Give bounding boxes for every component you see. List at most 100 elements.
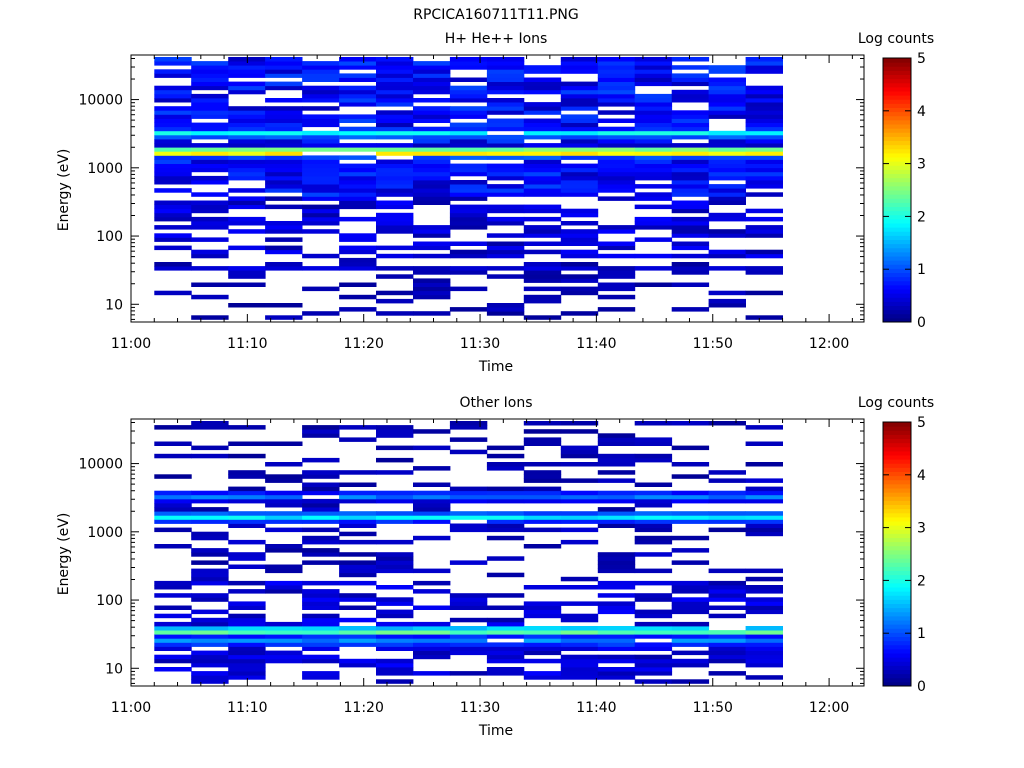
heatmap-cell (302, 106, 340, 111)
heatmap-cell (523, 130, 562, 136)
heatmap-cell (597, 229, 636, 234)
heatmap-cell (339, 114, 377, 119)
heatmap-cell (486, 89, 525, 95)
heatmap-cell (634, 667, 673, 672)
heatmap-cell (413, 98, 451, 103)
x-tick-label: 11:20 (344, 700, 384, 716)
heatmap-cell (413, 630, 451, 635)
colorbar-step (883, 132, 911, 137)
heatmap-cell (228, 61, 266, 66)
heatmap-cell (523, 462, 562, 467)
heatmap-cell (634, 494, 673, 500)
heatmap-cell (339, 118, 377, 123)
heatmap-cell (339, 188, 377, 193)
heatmap-cell (597, 630, 636, 635)
colorbar-step (883, 595, 911, 600)
heatmap-cell (560, 229, 599, 234)
colorbar-step (883, 206, 911, 212)
heatmap-cell (523, 155, 562, 160)
heatmap-cell (671, 65, 710, 70)
heatmap-cell (745, 184, 783, 189)
heatmap-cell (154, 85, 192, 91)
heatmap-cell (449, 65, 488, 70)
heatmap-cell (708, 630, 746, 635)
heatmap-cell (302, 433, 340, 438)
colorbar-frame (882, 57, 912, 323)
heatmap-cell (597, 478, 636, 483)
heatmap-cell (634, 192, 673, 197)
heatmap-cell (449, 638, 488, 643)
heatmap-cell (413, 278, 451, 283)
heatmap-cell (671, 494, 710, 500)
heatmap-cell (745, 515, 783, 520)
heatmap-cell (265, 204, 303, 210)
colorbar-step (883, 58, 911, 63)
colorbar-step (883, 260, 911, 265)
heatmap-cell (265, 564, 303, 569)
heatmap-cell (634, 139, 673, 144)
heatmap-cell (154, 106, 192, 111)
colorbar-step (883, 272, 911, 278)
heatmap-cell (486, 184, 525, 189)
heatmap-cell (339, 605, 377, 610)
heatmap-cell (265, 196, 303, 201)
heatmap-cell (265, 225, 303, 230)
heatmap-cell (597, 69, 636, 74)
heatmap-cell (191, 208, 229, 214)
heatmap-cell (523, 286, 562, 292)
colorbar-step (883, 644, 911, 650)
heatmap-cell (413, 134, 451, 140)
heatmap-cell (745, 462, 783, 467)
panel-other-ions: Other Ions Log counts Time Energy (eV) 1… (56, 395, 934, 739)
heatmap-cell (449, 617, 488, 623)
heatmap-cell (708, 490, 746, 496)
heatmap-cell (523, 511, 562, 516)
heatmap-cell (671, 126, 710, 132)
heatmap-cell (191, 494, 229, 500)
heatmap-cell (708, 654, 746, 660)
heatmap-cell (708, 634, 746, 639)
heatmap-cell (597, 188, 636, 193)
heatmap-cell (671, 98, 710, 103)
heatmap-cell (708, 638, 746, 643)
heatmap-cell (413, 503, 451, 508)
heatmap-cell (413, 634, 451, 639)
heatmap-cell (265, 237, 303, 242)
heatmap-cell (376, 118, 414, 123)
heatmap-cell (523, 159, 562, 164)
heatmap-cell (634, 143, 673, 148)
heatmap-cell (560, 613, 599, 619)
heatmap-cell (191, 221, 229, 226)
heatmap-cell (265, 65, 303, 70)
heatmap-cell (339, 171, 377, 177)
heatmap-cell (191, 568, 229, 574)
heatmap-cell (560, 188, 599, 193)
heatmap-cell (413, 159, 451, 164)
heatmap-cell (302, 511, 340, 516)
heatmap-cell (339, 597, 377, 602)
heatmap-cell (523, 634, 562, 639)
heatmap-cell (154, 507, 192, 512)
colorbar-step (883, 582, 911, 588)
heatmap-cell (339, 580, 377, 586)
heatmap-cell (486, 175, 525, 181)
heatmap-cell (376, 184, 414, 189)
heatmap-cell (413, 605, 451, 610)
heatmap-cell (302, 192, 340, 197)
heatmap-cell (486, 65, 525, 70)
heatmap-cell (671, 421, 710, 426)
heatmap-cell (486, 151, 525, 156)
heatmap-cell (339, 175, 377, 181)
heatmap-cell (634, 282, 673, 287)
heatmap-cell (634, 535, 673, 541)
heatmap-cell (191, 519, 229, 524)
heatmap-cell (671, 192, 710, 197)
heatmap-cell (486, 134, 525, 140)
colorbar-step (883, 165, 911, 170)
heatmap-cell (339, 245, 377, 251)
heatmap-cell (339, 93, 377, 99)
heatmap-cell (228, 139, 266, 144)
heatmap-cell (228, 626, 266, 631)
heatmap-cell (265, 303, 303, 308)
heatmap-cell (302, 139, 340, 144)
